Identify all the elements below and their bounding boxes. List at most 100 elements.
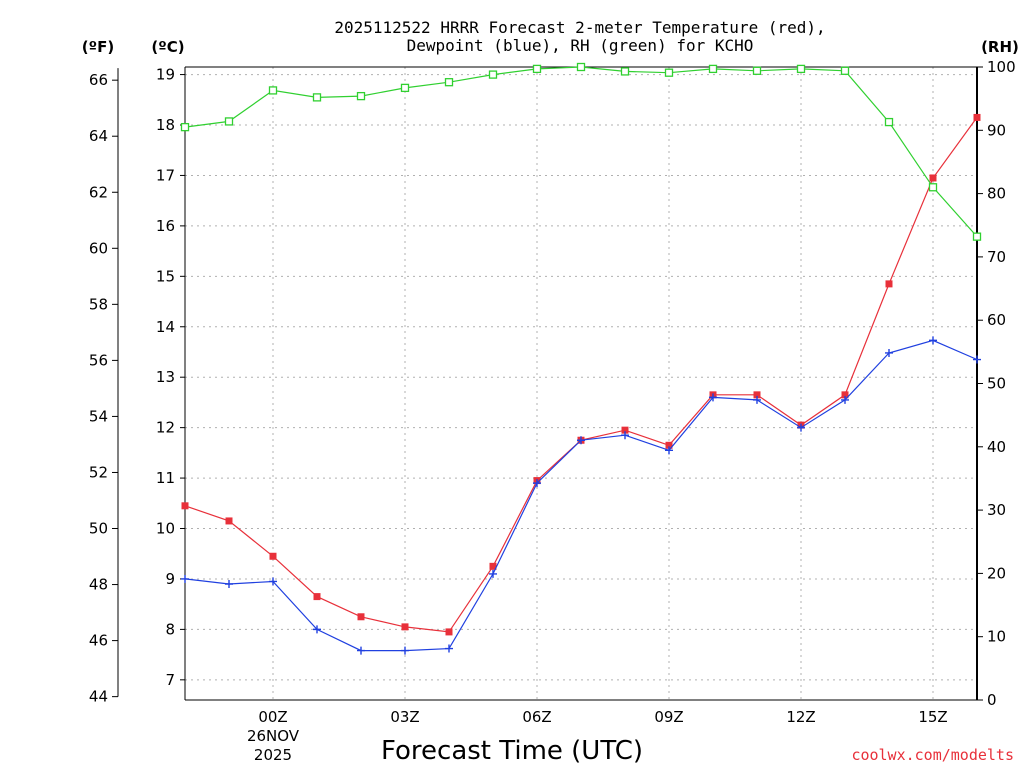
- temperature-point: [489, 562, 497, 570]
- rh-point: [884, 117, 894, 127]
- fahrenheit-tick-label: 50: [89, 520, 108, 538]
- rh-point: [488, 70, 498, 79]
- rh-point: [576, 62, 586, 72]
- dewpoint-point: [181, 574, 189, 583]
- rh-point: [752, 66, 762, 75]
- rh-point: [268, 86, 278, 95]
- dewpoint-point: [797, 423, 805, 432]
- rh-point: [356, 91, 366, 101]
- chart-title-line1: 2025112522 HRRR Forecast 2-meter Tempera…: [334, 18, 825, 37]
- fahrenheit-tick-label: 56: [89, 351, 108, 369]
- x-tick-label: 00Z: [258, 708, 287, 726]
- chart-title-line2: Dewpoint (blue), RH (green) for KCHO: [407, 36, 754, 55]
- rh-tick-label: 30: [987, 501, 1006, 519]
- axes: 44 46 48 50 52 54 56 58 60 62 64 66 7 8 9 10 11 12 13 14 15 1…: [89, 58, 1016, 764]
- rh-point: [400, 83, 410, 93]
- x-tick-label: 09Z: [654, 708, 683, 726]
- grid-lines: [185, 67, 977, 700]
- rh-tick-label: 40: [987, 438, 1006, 456]
- x-tick-year-label: 2025: [254, 746, 292, 764]
- dewpoint-point: [489, 569, 497, 578]
- rh-point: [708, 64, 718, 74]
- rh-point: [180, 122, 190, 132]
- celsius-tick-label: 12: [156, 419, 175, 437]
- fahrenheit-tick-label: 66: [89, 71, 108, 89]
- celsius-tick-label: 8: [165, 620, 175, 638]
- celsius-tick-label: 13: [156, 368, 175, 386]
- dewpoint-point: [665, 446, 673, 455]
- temperature-line: [184, 117, 978, 633]
- celsius-tick-label: 14: [156, 318, 175, 336]
- dewpoint-point: [577, 436, 585, 445]
- fahrenheit-tick-label: 54: [89, 407, 108, 425]
- rh-tick-label: 10: [987, 628, 1006, 646]
- x-tick-label: 06Z: [522, 708, 551, 726]
- temperature-point: [357, 613, 365, 621]
- fahrenheit-tick-label: 44: [89, 688, 108, 706]
- dewpoint-point: [885, 348, 893, 357]
- celsius-tick-label: 7: [165, 671, 175, 689]
- celsius-tick-label: 17: [156, 166, 175, 184]
- rh-tick-label: 70: [987, 248, 1006, 266]
- x-tick-label: 15Z: [918, 708, 947, 726]
- celsius-tick-label: 19: [156, 66, 175, 84]
- temperature-point: [269, 552, 277, 560]
- series-layer: [180, 62, 982, 655]
- celsius-unit-label: (ºC): [151, 38, 184, 56]
- dewpoint-point: [269, 577, 277, 586]
- rh-point: [532, 64, 542, 74]
- rh-point: [664, 68, 674, 77]
- celsius-tick-label: 9: [165, 570, 175, 588]
- rh-point: [840, 66, 850, 75]
- dewpoint-point: [357, 646, 365, 655]
- rh-tick-label: 50: [987, 375, 1006, 393]
- rh-tick-label: 90: [987, 121, 1006, 139]
- celsius-tick-label: 11: [156, 469, 175, 487]
- dewpoint-point: [401, 646, 409, 655]
- rh-point: [796, 64, 806, 74]
- rh-point: [312, 93, 322, 102]
- dewpoint-point: [533, 479, 541, 488]
- x-tick-date-label: 26NOV: [247, 727, 300, 745]
- x-tick-label: 12Z: [786, 708, 815, 726]
- x-axis-label: Forecast Time (UTC): [381, 736, 643, 766]
- fahrenheit-unit-label: (ºF): [82, 38, 114, 56]
- dewpoint-point: [753, 395, 761, 404]
- dewpoint-line: [184, 339, 978, 652]
- fahrenheit-tick-label: 46: [89, 632, 108, 650]
- fahrenheit-tick-label: 52: [89, 463, 108, 481]
- dewpoint-point: [841, 395, 849, 404]
- dewpoint-point: [313, 625, 321, 634]
- rh-tick-label: 60: [987, 311, 1006, 329]
- dewpoint-point: [621, 431, 629, 440]
- rh-point: [928, 183, 938, 192]
- dewpoint-point: [445, 644, 453, 653]
- rh-point: [224, 117, 234, 126]
- temperature-point: [621, 426, 629, 434]
- fahrenheit-tick-label: 64: [89, 127, 108, 145]
- temperature-point: [929, 174, 937, 182]
- rh-tick-label: 100: [987, 58, 1016, 76]
- dewpoint-point: [973, 355, 981, 364]
- celsius-tick-label: 18: [156, 116, 175, 134]
- temperature-point: [313, 593, 321, 601]
- fahrenheit-tick-label: 62: [89, 183, 108, 201]
- rh-tick-label: 20: [987, 564, 1006, 582]
- fahrenheit-tick-label: 60: [89, 239, 108, 257]
- rh-unit-label: (RH): [981, 38, 1019, 56]
- temperature-point: [753, 391, 761, 399]
- temperature-point: [401, 623, 409, 631]
- rh-point: [444, 78, 454, 87]
- celsius-tick-label: 10: [156, 520, 175, 538]
- temperature-point: [973, 113, 981, 121]
- temperature-point: [181, 502, 189, 510]
- fahrenheit-tick-label: 58: [89, 295, 108, 313]
- dewpoint-point: [225, 579, 233, 588]
- temperature-point: [665, 441, 673, 449]
- dewpoint-point: [709, 393, 717, 402]
- rh-tick-label: 80: [987, 185, 1006, 203]
- temperature-point: [885, 280, 893, 288]
- dewpoint-point: [929, 336, 937, 345]
- celsius-tick-label: 15: [156, 267, 175, 285]
- rh-point: [972, 232, 982, 241]
